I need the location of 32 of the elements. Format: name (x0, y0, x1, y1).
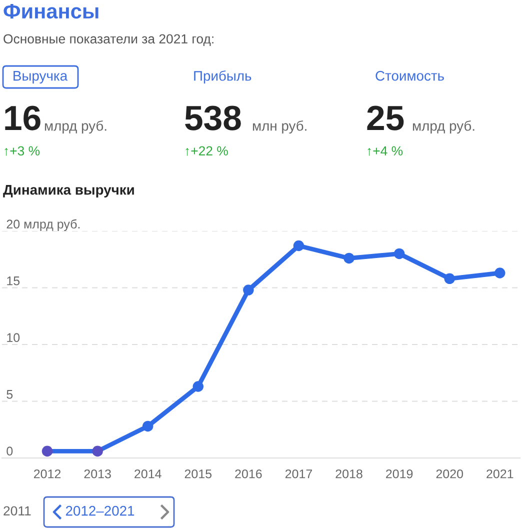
chart-subtitle: Основные показатели за 2021 год: (4, 34, 214, 46)
x-tick-label: 2016 (235, 469, 262, 478)
y-tick-label: 10 (7, 333, 20, 342)
text: Прибыль (194, 70, 252, 84)
text: млрд руб. (44, 120, 106, 134)
y-tick-label: 5 (6, 390, 13, 399)
y-tick-label: 15 (7, 276, 20, 286)
chart-title: Финансы (4, 4, 98, 19)
x-tick-label: 2021 (486, 469, 514, 478)
text: ↑+22 % (186, 146, 228, 156)
x-tick-label: 2014 (134, 469, 162, 478)
text: ↑+4 % (368, 146, 403, 156)
text: 16 (5, 106, 40, 130)
x-tick-label: 2013 (84, 469, 111, 478)
text: 25 (367, 106, 404, 130)
x-tick-label: 2015 (184, 469, 212, 478)
y-tick-label: 20 млрд руб. (6, 219, 80, 231)
text: Выручка (14, 71, 68, 84)
text: млн руб. (252, 120, 306, 134)
text: 538 (185, 106, 241, 130)
text: 2012–2021 (66, 506, 134, 516)
x-tick-label: 2018 (336, 469, 362, 478)
x-tick-label: 2017 (285, 469, 312, 478)
text: млрд руб. (412, 120, 474, 134)
x-tick-label: 2012 (34, 469, 61, 478)
text: Динамика выручки (3, 185, 134, 198)
text: ↑+3 % (4, 146, 40, 156)
x-tick-label: 2019 (386, 469, 413, 478)
x-tick-label: 2020 (436, 469, 464, 478)
y-tick-label: 0 (6, 446, 13, 456)
text: 2011 (4, 506, 31, 516)
text: Стоимость (376, 70, 444, 81)
